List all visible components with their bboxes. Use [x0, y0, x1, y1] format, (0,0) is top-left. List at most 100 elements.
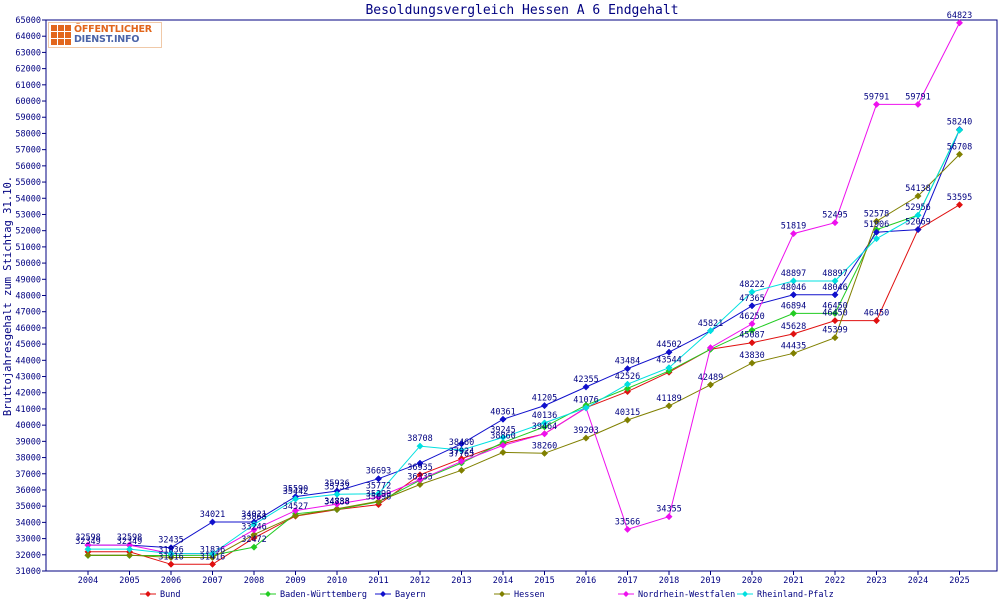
data-label-bayern-2016: 42355: [573, 375, 599, 385]
legend-marker-rheinland-pfalz: [742, 591, 748, 597]
y-tick-label-34000: 34000: [15, 518, 41, 528]
point-hessen-2012: [416, 480, 424, 489]
data-label-hessen-2023: 52578: [864, 209, 890, 219]
point-rheinland-pfalz-2014: [499, 433, 507, 441]
data-label-bund-2006: 31416: [158, 552, 184, 562]
point-rheinland-pfalz-2017: [623, 380, 632, 388]
y-tick-label-61000: 61000: [15, 81, 41, 91]
point-nordrhein-westfalen-2010: [333, 500, 341, 508]
point-rheinland-pfalz-2016: [582, 404, 590, 412]
point-rheinland-pfalz-2005: [125, 545, 134, 553]
point-baden-w-rttemberg-2017: [623, 384, 632, 392]
point-hessen-2014: [499, 448, 507, 456]
y-tick-label-46000: 46000: [15, 324, 41, 334]
data-label-hessen-2020: 43830: [739, 351, 765, 361]
data-label-bayern-2010: 35936: [324, 479, 350, 489]
x-tick-label-2004: 2004: [78, 576, 98, 586]
x-tick-label-2016: 2016: [576, 576, 596, 586]
data-label-hessen-2024: 54138: [905, 184, 931, 194]
point-baden-w-rttemberg-2021: [789, 309, 798, 317]
point-rheinland-pfalz-2008: [250, 520, 258, 529]
data-label-hessen-2008: 33246: [241, 523, 267, 533]
legend-marker-bund: [145, 591, 151, 597]
point-nordrhein-westfalen-2009: [291, 507, 300, 515]
data-label-hessen-2022: 45399: [822, 326, 848, 336]
chart-title: Besoldungsvergleich Hessen A 6 Endgehalt: [365, 3, 678, 18]
y-tick-label-52000: 52000: [15, 227, 41, 237]
series-baden-w-rttemberg: [84, 126, 964, 560]
point-nordrhein-westfalen-2024: [914, 100, 922, 108]
point-hessen-2010: [333, 505, 341, 513]
data-label-bayern-2005: 32598: [117, 533, 143, 543]
y-tick-label-65000: 65000: [15, 16, 41, 26]
data-label-rheinland-pfalz-2021: 48897: [781, 269, 807, 279]
point-bund-2025: [955, 201, 964, 209]
data-label-hessen-2011: 35299: [366, 489, 392, 499]
data-label-hessen-2016: 39203: [573, 426, 599, 436]
series-line-baden-w-rttemberg: [88, 129, 960, 556]
point-hessen-2011: [374, 497, 383, 505]
y-tick-label-44000: 44000: [15, 356, 41, 366]
point-hessen-2009: [291, 512, 300, 520]
data-label-nordrhein-westfalen-2022: 52495: [822, 211, 848, 221]
data-label-bayern-2007: 34021: [200, 510, 226, 520]
data-label-bund-2023: 46450: [864, 309, 890, 319]
y-tick-label-57000: 57000: [15, 146, 41, 156]
y-tick-label-41000: 41000: [15, 405, 41, 415]
point-hessen-2015: [540, 449, 549, 457]
legend-label-baden-w-rttemberg: Baden-Württemberg: [280, 590, 367, 600]
data-label-bund-2021: 45628: [781, 322, 807, 332]
data-label-bayern-2004: 32598: [75, 533, 101, 543]
data-label-rheinland-pfalz-2009: 35442: [283, 487, 309, 497]
legend-marker-hessen: [499, 591, 505, 597]
data-label-bund-2014: 38860: [490, 432, 516, 442]
point-bayern-2015: [540, 402, 549, 410]
point-hessen-2021: [789, 349, 798, 357]
data-label-nordrhein-westfalen-2017: 33566: [615, 517, 641, 527]
point-hessen-2020: [748, 359, 756, 367]
data-label-bayern-2008: 34021: [241, 510, 267, 520]
y-tick-label-43000: 43000: [15, 373, 41, 383]
data-label-hessen-2006: 31836: [158, 545, 184, 555]
y-tick-label-56000: 56000: [15, 162, 41, 172]
point-baden-w-rttemberg-2022: [831, 309, 839, 317]
x-tick-label-2021: 2021: [783, 576, 803, 586]
point-hessen-2008: [250, 531, 258, 539]
series-layer: 31416 31416 34788 35098 36935 37924 38860 41076…: [75, 11, 972, 568]
y-tick-label-36000: 36000: [15, 486, 41, 496]
point-nordrhein-westfalen-2019: [706, 344, 715, 352]
data-label-rheinland-pfalz-2017: 42526: [615, 372, 641, 382]
x-tick-label-2008: 2008: [244, 576, 264, 586]
y-axis: 31000 32000 33000 34000 35000 36000 37000 38000…: [15, 16, 46, 577]
data-label-nordrhein-westfalen-2025: 64823: [947, 11, 973, 21]
legend-label-bund: Bund: [160, 590, 180, 600]
data-label-hessen-2015: 38260: [532, 441, 558, 451]
data-label-hessen-2021: 44435: [781, 341, 807, 351]
y-tick-label-50000: 50000: [15, 259, 41, 269]
x-tick-label-2009: 2009: [285, 576, 305, 586]
point-bayern-2011: [374, 475, 383, 483]
legend-label-bayern: Bayern: [395, 590, 426, 600]
x-tick-label-2024: 2024: [908, 576, 928, 586]
y-tick-label-49000: 49000: [15, 275, 41, 285]
point-bayern-2014: [499, 415, 507, 423]
point-rheinland-pfalz-2009: [291, 495, 300, 503]
point-rheinland-pfalz-2012: [416, 442, 424, 450]
data-label-rheinland-pfalz-2024: 52956: [905, 203, 931, 213]
point-nordrhein-westfalen-2014: [499, 441, 507, 449]
y-tick-label-51000: 51000: [15, 243, 41, 253]
y-tick-label-42000: 42000: [15, 389, 41, 399]
series-hessen: [84, 150, 964, 562]
data-label-baden-w-rttemberg-2022: 46450: [822, 301, 848, 311]
logo-grid-icon: [51, 25, 71, 45]
point-bayern-2024: [914, 226, 922, 234]
point-nordrhein-westfalen-2017: [623, 525, 632, 533]
x-tick-label-2015: 2015: [534, 576, 554, 586]
data-label-bayern-2022: 48046: [822, 283, 848, 293]
point-baden-w-rttemberg-2008: [250, 543, 258, 551]
point-bayern-2012: [416, 459, 424, 467]
point-rheinland-pfalz-2022: [831, 277, 839, 285]
data-label-rheinland-pfalz-2015: 40136: [532, 411, 558, 421]
point-rheinland-pfalz-2013: [457, 446, 466, 454]
data-label-nordrhein-westfalen-2021: 51819: [781, 222, 807, 232]
